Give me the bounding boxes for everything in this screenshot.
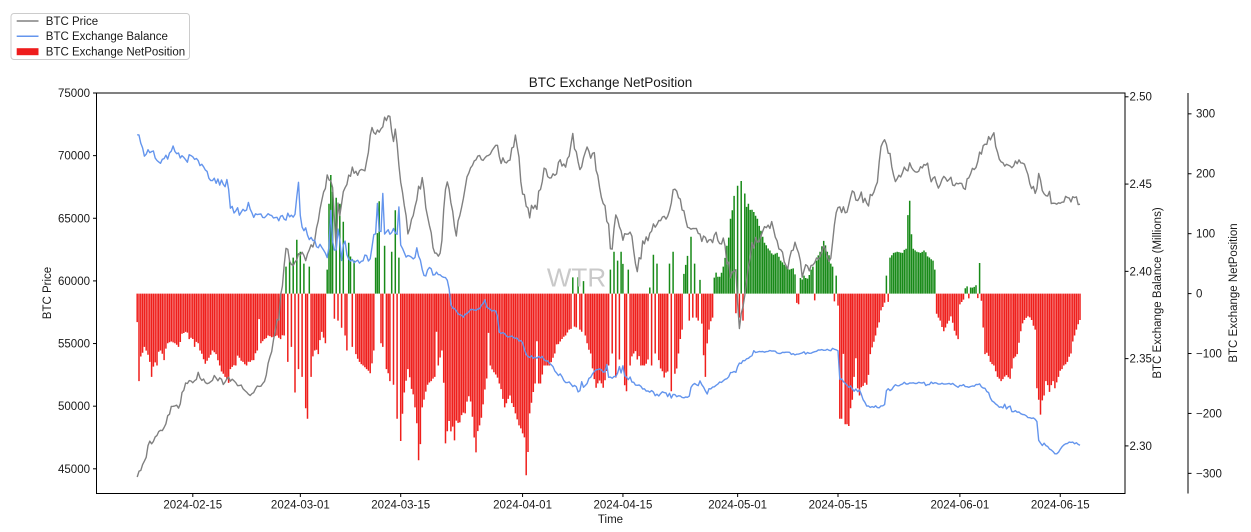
svg-text:−200: −200 [1196,408,1222,420]
svg-text:BTC Exchange Balance (Millions: BTC Exchange Balance (Millions) [1152,207,1164,378]
svg-text:BTC Exchange NetPosition: BTC Exchange NetPosition [1228,223,1240,362]
svg-text:2024-02-15: 2024-02-15 [163,500,222,512]
svg-text:2024-03-15: 2024-03-15 [371,500,430,512]
svg-text:BTC Exchange NetPosition: BTC Exchange NetPosition [46,46,185,58]
svg-text:2024-04-01: 2024-04-01 [493,500,552,512]
svg-text:200: 200 [1196,169,1215,181]
svg-text:BTC Price: BTC Price [46,16,98,28]
svg-text:BTC Price: BTC Price [42,267,54,319]
svg-text:2024-06-01: 2024-06-01 [930,500,989,512]
svg-text:70000: 70000 [58,151,90,163]
svg-text:60000: 60000 [58,276,90,288]
svg-text:2024-04-15: 2024-04-15 [594,500,653,512]
svg-text:2024-05-01: 2024-05-01 [708,500,767,512]
svg-text:0: 0 [1196,289,1202,301]
svg-text:45000: 45000 [58,464,90,476]
svg-text:−300: −300 [1196,468,1222,480]
svg-text:100: 100 [1196,229,1215,241]
svg-text:2.40: 2.40 [1130,266,1152,278]
svg-text:WTR: WTR [547,263,606,293]
svg-text:300: 300 [1196,109,1215,121]
svg-text:BTC Exchange Balance: BTC Exchange Balance [46,31,168,43]
svg-text:BTC Exchange NetPosition: BTC Exchange NetPosition [529,75,693,90]
svg-text:2.30: 2.30 [1130,441,1152,453]
svg-text:2024-03-01: 2024-03-01 [271,500,330,512]
svg-text:−100: −100 [1196,348,1222,360]
svg-text:2.35: 2.35 [1130,354,1152,366]
svg-text:2024-06-15: 2024-06-15 [1031,500,1090,512]
svg-text:Time: Time [598,514,623,526]
svg-text:2024-05-15: 2024-05-15 [809,500,868,512]
svg-text:55000: 55000 [58,339,90,351]
svg-text:2.45: 2.45 [1130,179,1152,191]
svg-text:2.50: 2.50 [1130,92,1152,104]
svg-text:75000: 75000 [58,88,90,100]
svg-text:65000: 65000 [58,213,90,225]
svg-text:50000: 50000 [58,401,90,413]
